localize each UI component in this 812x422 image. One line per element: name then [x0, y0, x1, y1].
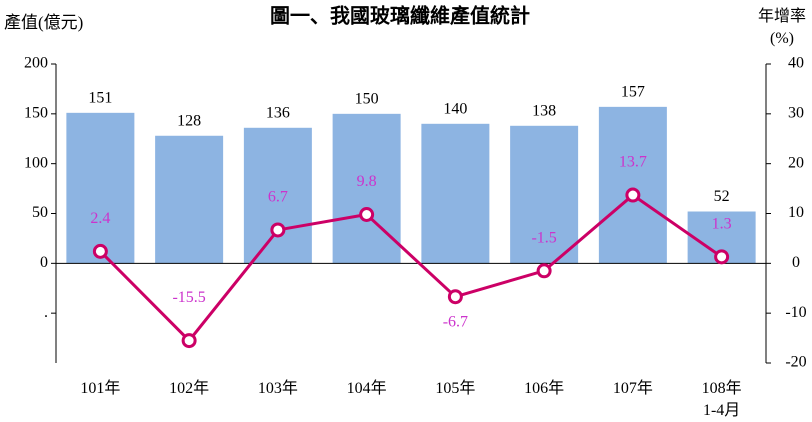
line-value-label: 6.7: [268, 189, 288, 206]
x-tick-label: 102年: [169, 380, 210, 397]
y-tick-label: 150: [24, 105, 48, 122]
line-point: [714, 249, 730, 265]
y-tick-label: .: [44, 304, 48, 321]
line-point: [359, 206, 375, 222]
bar-value-label: 157: [621, 84, 645, 101]
x-tick-label: 103年: [257, 380, 298, 397]
bar-value-label: 138: [532, 102, 556, 119]
line-point: [625, 187, 641, 203]
bar-value-label: 52: [714, 188, 730, 205]
bar-value-label: 140: [443, 100, 467, 117]
y-tick-label: 0: [40, 254, 48, 271]
x-tick-label: 104年: [346, 380, 387, 397]
bar: [243, 127, 312, 264]
x-tick-label: 105年: [435, 380, 476, 397]
y2-tick-label: 0: [792, 254, 800, 271]
bar-value-label: 151: [88, 90, 112, 107]
line-value-label: -15.5: [172, 289, 205, 306]
y2-axis-label: 年增率 (%): [757, 8, 806, 47]
line-point: [92, 243, 108, 259]
bar: [421, 123, 490, 264]
bar-value-label: 150: [355, 91, 379, 108]
bar-value-label: 136: [266, 104, 290, 121]
line-point: [181, 333, 197, 349]
x-tick-label: 101年: [80, 380, 121, 397]
line-value-label: 1.3: [712, 216, 732, 233]
bar: [66, 112, 135, 264]
y-tick-label: 50: [32, 204, 48, 221]
line-point: [447, 289, 463, 305]
line-point: [536, 263, 552, 279]
y2-tick-label: 10: [788, 204, 804, 221]
y-tick-label: 100: [24, 154, 48, 171]
y2-tick-label: 30: [788, 105, 804, 122]
x-tick-label: 108年 1-4月: [701, 380, 742, 419]
x-tick-label: 107年: [612, 380, 653, 397]
y-axis-label: 產值(億元): [4, 13, 83, 32]
y-tick-label: 200: [24, 55, 48, 72]
chart-title: 圖一、我國玻璃纖維產值統計: [270, 4, 530, 28]
line-value-label: 2.4: [90, 210, 110, 227]
bar: [155, 135, 224, 264]
line-point: [270, 222, 286, 238]
line-value-label: -6.7: [443, 313, 468, 330]
y2-tick-label: 40: [788, 55, 804, 72]
line-value-label: -1.5: [531, 229, 556, 246]
y2-tick-label: 20: [788, 154, 804, 171]
y2-tick-label: -20: [785, 354, 806, 371]
bar: [332, 113, 401, 264]
y2-tick-label: -10: [785, 304, 806, 321]
x-tick-label: 106年: [524, 380, 565, 397]
line-value-label: 9.8: [357, 173, 377, 190]
bar: [598, 106, 667, 264]
bar-value-label: 128: [177, 112, 201, 129]
line-value-label: 13.7: [619, 154, 647, 171]
bar: [510, 125, 579, 264]
line: [99, 193, 723, 343]
